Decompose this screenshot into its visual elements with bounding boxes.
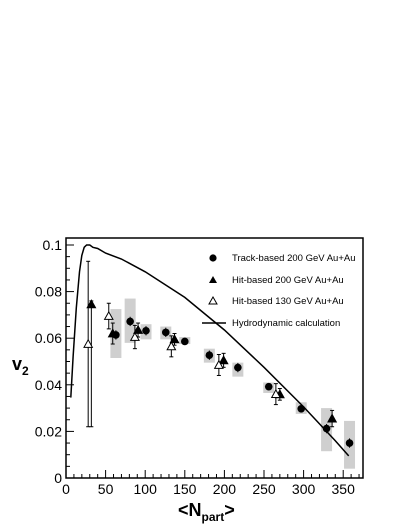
y-tick-label: 0.1 (43, 237, 63, 253)
y-tick-label: 0.02 (35, 423, 62, 439)
hit-200-point (107, 328, 118, 338)
hydro-curve (70, 244, 350, 457)
plot-frame (65, 237, 364, 479)
legend: Track-based 200 GeV Au+Au Hit-based 200 … (202, 253, 356, 329)
track-200-point (161, 328, 170, 337)
track-200-point (142, 326, 150, 335)
track-200-point (322, 424, 331, 433)
x-tick-label: 250 (252, 481, 276, 497)
hit-130-point (270, 388, 281, 398)
x-tick-label: 0 (62, 481, 70, 497)
x-axis-label: <Npart> (178, 500, 235, 524)
x-tick-label: 200 (213, 481, 237, 497)
hit-200-point (169, 334, 180, 344)
x-tick-label: 300 (292, 481, 316, 497)
y-tick-label: 0.04 (35, 377, 62, 393)
legend-label-track-200: Track-based 200 GeV Au+Au (232, 253, 356, 264)
y-tick-label: 0 (54, 470, 62, 486)
hydro-layer (70, 244, 350, 457)
hit-200-point (327, 413, 338, 423)
errorbars-layer (86, 260, 351, 448)
markers-layer (83, 299, 354, 447)
track-200-point (234, 363, 242, 372)
hit-130-point (166, 341, 177, 351)
x-tick-label: 100 (134, 481, 158, 497)
y-tick-label: 0.08 (35, 284, 62, 300)
legend-label-hydro: Hydrodynamic calculation (232, 318, 340, 329)
hit-130-point (129, 331, 140, 341)
x-tick-label: 50 (98, 481, 114, 497)
legend-marker-hit-130 (208, 295, 218, 305)
y-tick-label: 0.06 (35, 330, 62, 346)
y-axis-label: v2 (12, 354, 29, 378)
y-ticks-layer: 0 0.02 0.04 0.06 0.08 0.1 (35, 237, 74, 486)
x-tick-label: 150 (173, 481, 197, 497)
hit-130-point (83, 338, 94, 348)
hit-130-point (213, 359, 224, 369)
track-200-point (205, 351, 214, 360)
legend-label-hit-200: Hit-based 200 GeV Au+Au (232, 275, 344, 286)
x-ticks-layer: 0 50 100 150 200 250 300 350 (62, 470, 360, 497)
track-200-point (297, 404, 306, 413)
hit-200-point (133, 324, 144, 334)
track-200-point (126, 317, 134, 326)
hit-200-point (86, 299, 97, 309)
track-200-point (181, 337, 189, 346)
hit-200-point (218, 355, 229, 365)
hit-130-point (103, 310, 114, 320)
legend-marker-hit-200 (209, 276, 217, 283)
legend-marker-track-200 (209, 254, 217, 262)
legend-label-hit-130: Hit-based 130 GeV Au+Au (232, 296, 344, 307)
track-200-point (264, 382, 273, 391)
x-tick-label: 350 (332, 481, 356, 497)
track-200-point (345, 439, 354, 447)
